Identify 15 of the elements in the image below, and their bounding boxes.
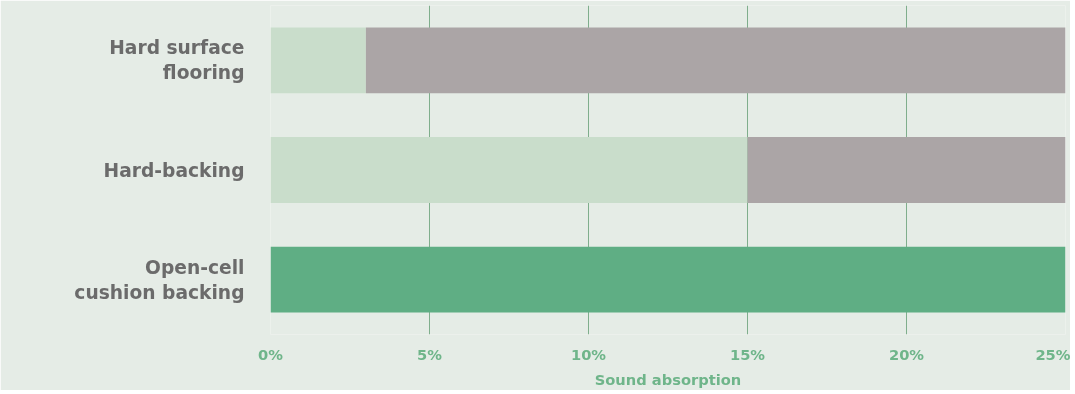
bar <box>270 137 748 203</box>
x-tick-label: 10% <box>570 345 607 363</box>
y-tick-label: Open-cell cushion backing <box>74 256 245 303</box>
y-tick-label: Hard-backing <box>103 159 245 181</box>
x-axis-title: Sound absorption <box>594 370 742 388</box>
x-tick-label: 20% <box>888 345 925 363</box>
x-tick-label: 0% <box>258 345 284 363</box>
bar <box>747 137 1066 203</box>
bar <box>270 246 1066 313</box>
x-tick-label: 25% <box>1035 345 1071 363</box>
y-tick-label: Hard surface flooring <box>109 37 245 84</box>
bar <box>270 27 366 94</box>
x-tick-label: 5% <box>417 345 443 363</box>
bar <box>365 27 1066 94</box>
x-tick-label: 15% <box>729 345 766 363</box>
